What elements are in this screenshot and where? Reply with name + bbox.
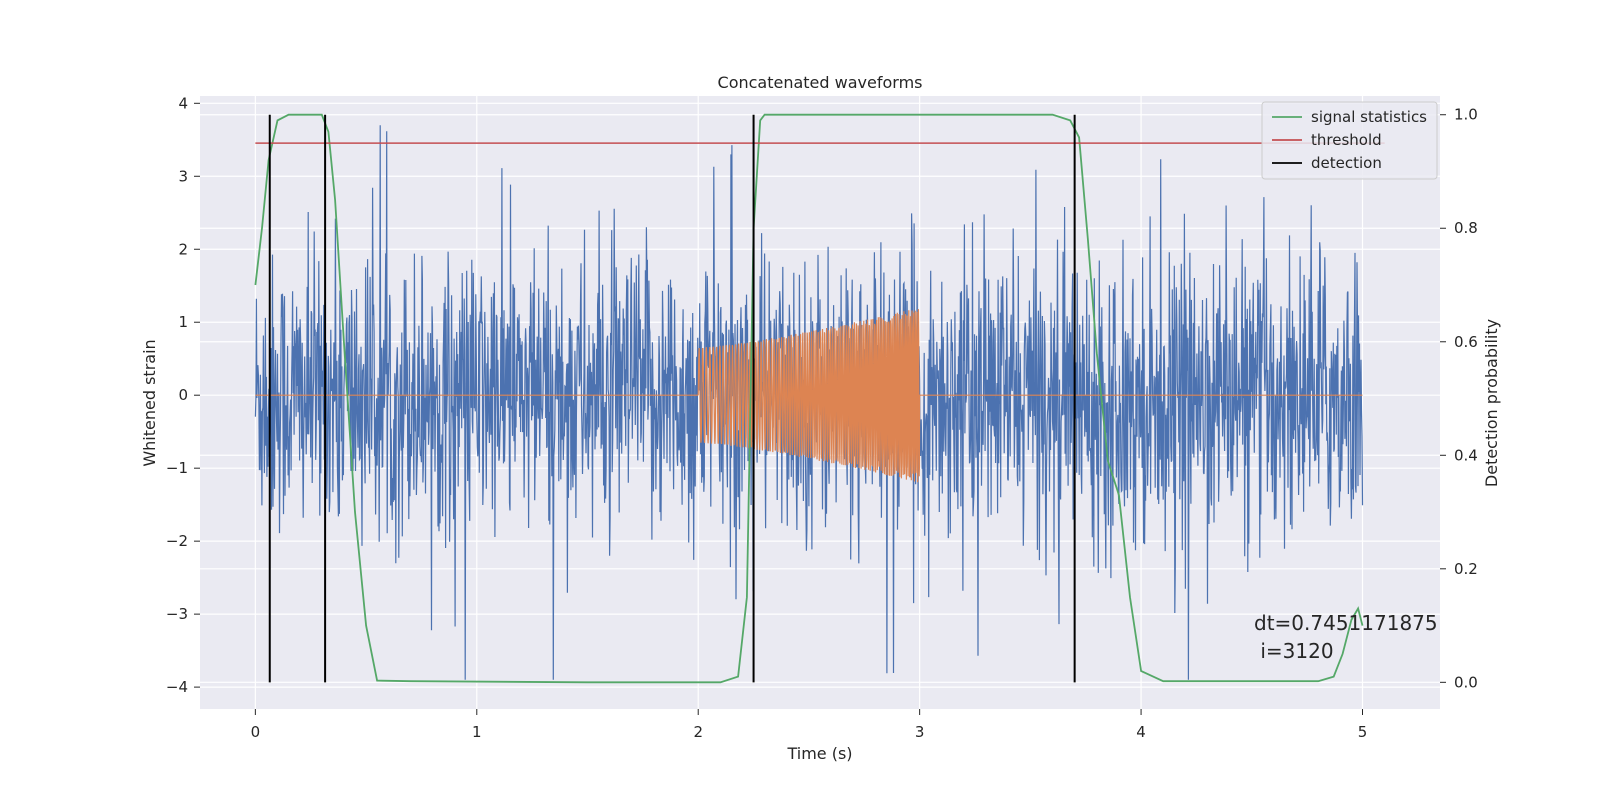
- y-tick-label: −2: [166, 532, 188, 550]
- x-tick-label: 3: [915, 723, 925, 741]
- x-tick-label: 1: [472, 723, 482, 741]
- left-axis-ticks: −4 −3 −2 −1 0 1 2 3 4: [166, 94, 200, 696]
- y-tick-label: 1: [178, 313, 188, 331]
- detection-lines: [268, 114, 1076, 683]
- x-axis-ticks: 0 1 2 3 4 5: [251, 709, 1368, 741]
- annotation-i: i=3120: [1254, 639, 1334, 663]
- y-tick-label: −4: [166, 678, 188, 696]
- chart-title: Concatenated waveforms: [718, 73, 923, 92]
- x-tick-label: 0: [251, 723, 261, 741]
- y-right-tick-label: 0.2: [1454, 560, 1478, 578]
- series-layer: [254, 113, 1385, 684]
- legend-label-threshold: threshold: [1311, 131, 1382, 149]
- x-axis-label: Time (s): [786, 744, 852, 763]
- x-tick-label: 2: [693, 723, 703, 741]
- y-tick-label: −3: [166, 605, 188, 623]
- legend-label-detection: detection: [1311, 154, 1382, 172]
- y-right-tick-label: 0.4: [1454, 446, 1478, 464]
- legend: signal statistics threshold detection: [1261, 101, 1438, 180]
- y-tick-label: 0: [178, 386, 188, 404]
- x-tick-label: 5: [1358, 723, 1368, 741]
- x-tick-label: 4: [1136, 723, 1146, 741]
- strain-series-line: [254, 125, 1364, 680]
- y-tick-label: 2: [178, 240, 188, 258]
- y-tick-label: 3: [178, 167, 188, 185]
- y-axis-right-label: Detection probability: [1482, 319, 1501, 487]
- y-axis-label: Whitened strain: [140, 339, 159, 466]
- injection-series-line: [255, 309, 1363, 483]
- y-right-tick-label: 0.6: [1454, 333, 1478, 351]
- right-axis-ticks: 0.0 0.2 0.4 0.6 0.8 1.0: [1440, 106, 1478, 691]
- annotation-dt: dt=0.7451171875: [1254, 611, 1438, 635]
- y-right-tick-label: 0.8: [1454, 219, 1478, 237]
- y-right-tick-label: 0.0: [1454, 673, 1478, 691]
- legend-box: [1261, 101, 1438, 180]
- y-tick-label: −1: [166, 459, 188, 477]
- y-tick-label: 4: [178, 94, 188, 112]
- legend-label-signal-statistics: signal statistics: [1311, 108, 1427, 126]
- y-right-tick-label: 1.0: [1454, 106, 1478, 124]
- signal-statistics-series-line: [254, 113, 1364, 684]
